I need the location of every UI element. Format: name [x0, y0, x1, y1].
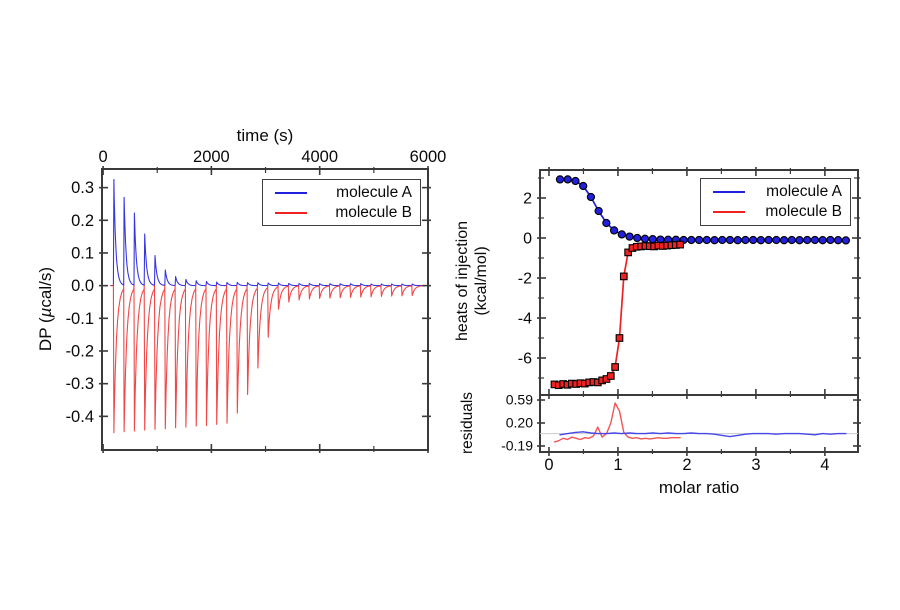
svg-text:0.20: 0.20 — [506, 414, 533, 430]
dp-axis-label: DP (µcal/s) — [36, 267, 56, 351]
legend-item-molecule-a: molecule A — [713, 183, 842, 201]
legend-item-molecule-b: molecule B — [713, 203, 842, 221]
svg-text:0.3: 0.3 — [71, 179, 94, 197]
molecule-b-line-swatch — [275, 211, 307, 214]
svg-text:0.2: 0.2 — [71, 212, 94, 230]
svg-text:-0.2: -0.2 — [66, 342, 94, 360]
svg-text:-0.3: -0.3 — [66, 375, 94, 393]
legend-item-molecule-a: molecule A — [275, 184, 412, 202]
legend-item-molecule-b: molecule B — [275, 204, 412, 222]
svg-text:0.0: 0.0 — [71, 277, 94, 295]
legend-label: molecule A — [336, 183, 412, 201]
thermogram-legend: molecule A molecule B — [262, 179, 421, 226]
svg-text:-6: -6 — [518, 351, 532, 368]
svg-text:2: 2 — [682, 456, 691, 474]
svg-text:4000: 4000 — [301, 148, 338, 166]
heats-axis-label: heats of injection (kcal/mol) — [453, 221, 491, 341]
molecule-b-line-swatch — [713, 211, 745, 213]
svg-text:4: 4 — [820, 456, 829, 474]
molar-ratio-axis-label: molar ratio — [658, 478, 740, 497]
svg-text:-2: -2 — [518, 271, 532, 288]
legend-label: molecule A — [766, 183, 842, 200]
svg-text:-4: -4 — [518, 311, 532, 328]
dp-axis-label-pre: DP ( — [36, 317, 55, 352]
svg-text:1: 1 — [613, 456, 622, 474]
heats-axis-label-line1: heats of injection — [454, 220, 471, 342]
svg-text:2: 2 — [523, 191, 532, 208]
molecule-a-line-swatch — [275, 191, 307, 194]
molecule-a-line-swatch — [713, 191, 745, 193]
dp-axis-label-mu: µ — [36, 307, 55, 318]
svg-text:0.1: 0.1 — [71, 244, 94, 262]
svg-text:0: 0 — [98, 148, 107, 166]
heats-axis-label-line2: (kcal/mol) — [473, 246, 490, 316]
svg-text:0.59: 0.59 — [506, 392, 533, 408]
legend-label: molecule B — [335, 203, 412, 221]
svg-text:6000: 6000 — [410, 148, 447, 166]
svg-text:0: 0 — [523, 231, 532, 248]
time-axis-label: time (s) — [236, 126, 294, 145]
svg-text:3: 3 — [751, 456, 760, 474]
svg-text:2000: 2000 — [193, 148, 230, 166]
residuals-axis-label: residuals — [459, 391, 476, 455]
svg-text:-0.1: -0.1 — [66, 310, 94, 328]
dp-axis-label-post: cal/s) — [36, 266, 55, 308]
legend-label: molecule B — [765, 203, 842, 220]
svg-text:-0.4: -0.4 — [66, 408, 94, 426]
svg-text:0: 0 — [544, 456, 553, 474]
svg-text:-0.19: -0.19 — [501, 437, 533, 453]
isotherm-legend: molecule A molecule B — [700, 178, 851, 226]
